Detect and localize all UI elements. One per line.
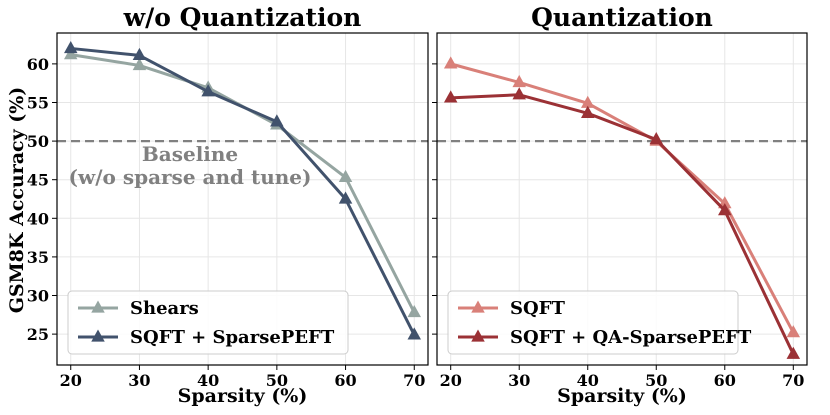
x-tick-label: 30 [128,371,150,390]
data-point [270,114,284,127]
data-point [786,346,801,359]
data-point [63,47,78,60]
x-tick-label: 70 [403,371,425,390]
y-tick-label: 40 [27,209,49,228]
legend-box [67,290,349,355]
data-point [512,87,526,100]
y-tick-label: 50 [27,132,49,151]
legend-box [447,290,739,355]
plot-frame [436,32,808,366]
legend-label: SQFT + SparsePEFT [130,327,335,348]
data-point [338,169,353,183]
y-tick-label: 60 [27,55,49,74]
x-tick-label: 20 [60,371,82,390]
chart-title: w/o Quantization [123,3,362,32]
x-tick-label: 40 [577,371,599,390]
series-line-1 [450,62,795,334]
y-tick-label: 30 [27,287,49,306]
data-point [580,95,595,108]
x-tick-label: 40 [197,371,219,390]
x-tick-label: 60 [334,371,356,390]
series-line-2 [450,93,795,355]
y-tick-label: 35 [27,248,49,267]
series-line-2 [70,46,416,336]
x-tick-label: 20 [440,371,462,390]
legend-marker [471,329,485,342]
y-tick-label: 45 [27,171,49,190]
baseline-annotation: (w/o sparse and tune) [69,165,312,189]
y-tick-label: 55 [27,93,49,112]
chart-panel-2: 20 30 40 50 60 70 Quantization Sparsity (%) SQFT… [432,3,808,407]
baseline-annotation: Baseline [142,142,238,166]
data-point [580,105,595,118]
legend-marker [91,300,105,313]
x-tick-label: 50 [266,371,288,390]
data-point [512,74,526,88]
chart-panel-1: 20 30 40 50 60 70 25 30 35 40 45 50 55 60 w/o Quantiza… [27,3,429,407]
x-tick-label: 50 [645,371,667,390]
data-point [407,304,422,318]
plot-frame [56,32,429,366]
data-point [786,325,801,338]
data-point [201,84,215,97]
legend-label: SQFT [510,298,565,319]
y-axis-label: GSM8K Accuracy (%) [6,87,28,314]
legend-label: Shears [130,298,199,319]
x-axis-label: Sparsity (%) [178,385,308,407]
legend-label: SQFT + QA-SparsePEFT [510,327,752,348]
x-axis-label: Sparsity (%) [557,385,687,407]
data-point [407,327,422,340]
chart-title: Quantization [531,3,713,32]
data-point [132,47,147,61]
data-point [443,56,458,69]
legend-marker [91,329,105,342]
data-point [132,57,147,71]
data-point [443,90,458,103]
data-point [718,203,732,216]
x-tick-label: 60 [714,371,736,390]
x-tick-label: 70 [782,371,804,390]
data-point [649,132,664,145]
legend-marker [471,300,485,313]
data-point [63,40,78,54]
x-tick-label: 30 [508,371,530,390]
y-tick-label: 25 [27,325,49,344]
data-point [338,191,353,204]
